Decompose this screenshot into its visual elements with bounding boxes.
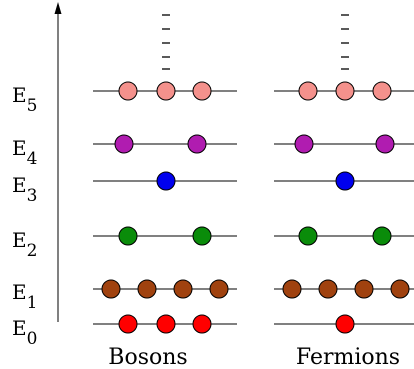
particle-level-0-2 xyxy=(192,314,212,334)
level-label-3: E3 xyxy=(12,173,37,206)
bosons-label: Bosons xyxy=(108,345,187,369)
bosons-column xyxy=(93,14,237,334)
particle-level-5-2 xyxy=(192,81,212,101)
particle-level-1-3 xyxy=(209,279,229,299)
particle-level-1-1 xyxy=(318,279,338,299)
particle-level-1-2 xyxy=(354,279,374,299)
level-label-2: E2 xyxy=(12,228,37,261)
particle-level-0-0 xyxy=(118,314,138,334)
particle-level-0-1 xyxy=(156,314,176,334)
particle-level-5-1 xyxy=(335,81,355,101)
particle-level-0-0 xyxy=(335,314,355,334)
particle-level-4-0 xyxy=(114,134,134,154)
particle-level-1-0 xyxy=(101,279,121,299)
particle-level-1-2 xyxy=(173,279,193,299)
level-label-1: E1 xyxy=(12,280,37,313)
particle-level-3-0 xyxy=(335,171,355,191)
particle-level-2-0 xyxy=(118,226,138,246)
particle-level-3-0 xyxy=(156,171,176,191)
particle-level-4-1 xyxy=(187,134,207,154)
fermions-label: Fermions xyxy=(296,345,400,369)
particle-level-5-2 xyxy=(372,81,392,101)
level-label-4: E4 xyxy=(12,136,37,169)
particle-level-5-0 xyxy=(118,81,138,101)
particle-level-1-0 xyxy=(282,279,302,299)
particle-level-5-0 xyxy=(298,81,318,101)
particle-level-4-1 xyxy=(375,134,395,154)
particle-level-2-0 xyxy=(298,226,318,246)
energy-axis-arrowhead xyxy=(54,2,62,14)
particle-level-2-1 xyxy=(192,226,212,246)
fermions-column xyxy=(274,14,414,334)
particle-level-4-0 xyxy=(294,134,314,154)
level-label-5: E5 xyxy=(12,83,37,116)
level-label-0: E0 xyxy=(12,316,37,349)
particle-level-1-3 xyxy=(390,279,410,299)
particle-level-1-1 xyxy=(137,279,157,299)
particle-level-2-1 xyxy=(372,226,392,246)
particle-level-5-1 xyxy=(156,81,176,101)
